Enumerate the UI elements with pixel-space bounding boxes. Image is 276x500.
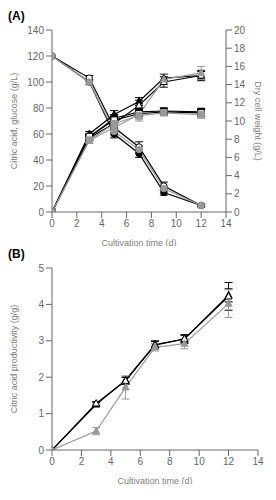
svg-text:Cultivation time (d): Cultivation time (d) xyxy=(117,476,192,484)
svg-text:60: 60 xyxy=(33,129,45,140)
svg-text:140: 140 xyxy=(27,25,44,36)
svg-text:Citric acid, glucose (g/L): Citric acid, glucose (g/L) xyxy=(9,73,19,170)
svg-text:4: 4 xyxy=(108,456,114,467)
svg-text:10: 10 xyxy=(194,456,206,467)
svg-text:40: 40 xyxy=(33,155,45,166)
svg-text:8: 8 xyxy=(167,456,173,467)
svg-text:3: 3 xyxy=(38,335,44,346)
svg-text:10: 10 xyxy=(234,116,246,127)
svg-text:Cultivation time (d): Cultivation time (d) xyxy=(101,238,176,246)
svg-text:2: 2 xyxy=(74,218,80,229)
svg-text:1: 1 xyxy=(38,408,44,419)
svg-text:0: 0 xyxy=(49,456,55,467)
svg-text:6: 6 xyxy=(138,456,144,467)
svg-text:4: 4 xyxy=(234,170,240,181)
svg-text:6: 6 xyxy=(234,152,240,163)
svg-text:14: 14 xyxy=(220,218,232,229)
svg-text:0: 0 xyxy=(38,445,44,456)
svg-text:8: 8 xyxy=(234,134,240,145)
svg-text:14: 14 xyxy=(252,456,264,467)
svg-text:10: 10 xyxy=(171,218,183,229)
svg-text:14: 14 xyxy=(234,79,246,90)
svg-text:120: 120 xyxy=(27,51,44,62)
svg-text:4: 4 xyxy=(38,299,44,310)
svg-text:18: 18 xyxy=(234,43,246,54)
svg-text:80: 80 xyxy=(33,103,45,114)
html-text:(B): (B) xyxy=(8,247,25,261)
svg-text:8: 8 xyxy=(149,218,155,229)
svg-text:12: 12 xyxy=(223,456,235,467)
svg-text:4: 4 xyxy=(99,218,105,229)
svg-text:20: 20 xyxy=(33,181,45,192)
svg-text:2: 2 xyxy=(234,188,240,199)
svg-text:2: 2 xyxy=(38,372,44,383)
svg-text:2: 2 xyxy=(79,456,85,467)
svg-text:0: 0 xyxy=(49,218,55,229)
svg-text:12: 12 xyxy=(196,218,208,229)
svg-text:0: 0 xyxy=(38,207,44,218)
html-text:(A): (A) xyxy=(8,9,25,23)
svg-text:16: 16 xyxy=(234,61,246,72)
svg-text:Dry cell weight (g/L): Dry cell weight (g/L) xyxy=(253,81,263,161)
svg-text:20: 20 xyxy=(234,25,246,36)
svg-text:100: 100 xyxy=(27,77,44,88)
svg-text:Citric acid productivity (g/g): Citric acid productivity (g/g) xyxy=(9,305,19,414)
svg-text:12: 12 xyxy=(234,97,246,108)
svg-text:6: 6 xyxy=(124,218,130,229)
svg-text:0: 0 xyxy=(234,207,240,218)
svg-text:5: 5 xyxy=(38,263,44,274)
